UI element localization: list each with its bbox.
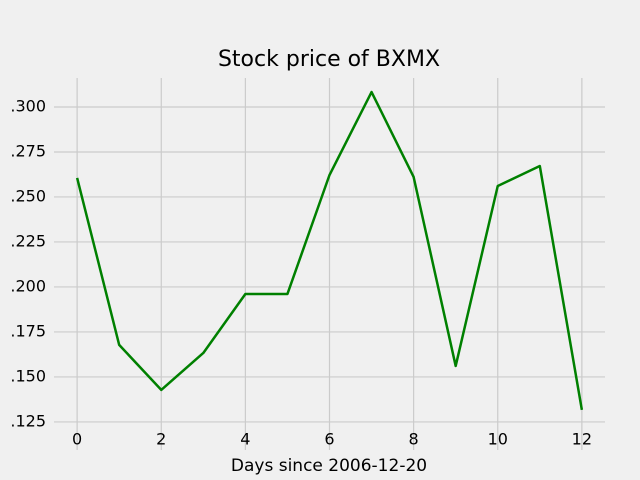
x-axis-label: Days since 2006-12-20 <box>231 456 427 476</box>
y-tick-label: .225 <box>10 231 46 250</box>
x-tick-label: 2 <box>156 430 166 449</box>
y-tick-label: .175 <box>10 321 46 340</box>
x-tick-label: 8 <box>409 430 419 449</box>
data-line <box>75 90 584 411</box>
y-tick-label: .150 <box>10 366 46 385</box>
x-tick-label: 6 <box>324 430 334 449</box>
x-tick-label: 0 <box>72 430 82 449</box>
x-tick-label: 12 <box>572 430 592 449</box>
x-tick-label: 10 <box>488 430 508 449</box>
x-tick-label: 4 <box>240 430 250 449</box>
y-tick-label: .200 <box>10 276 46 295</box>
chart-title: Stock price of BXMX <box>218 47 440 72</box>
y-tick-label: .250 <box>10 186 46 205</box>
y-tick-label: .275 <box>10 141 46 160</box>
y-tick-label: .300 <box>10 96 46 115</box>
y-tick-label: .125 <box>10 411 46 430</box>
